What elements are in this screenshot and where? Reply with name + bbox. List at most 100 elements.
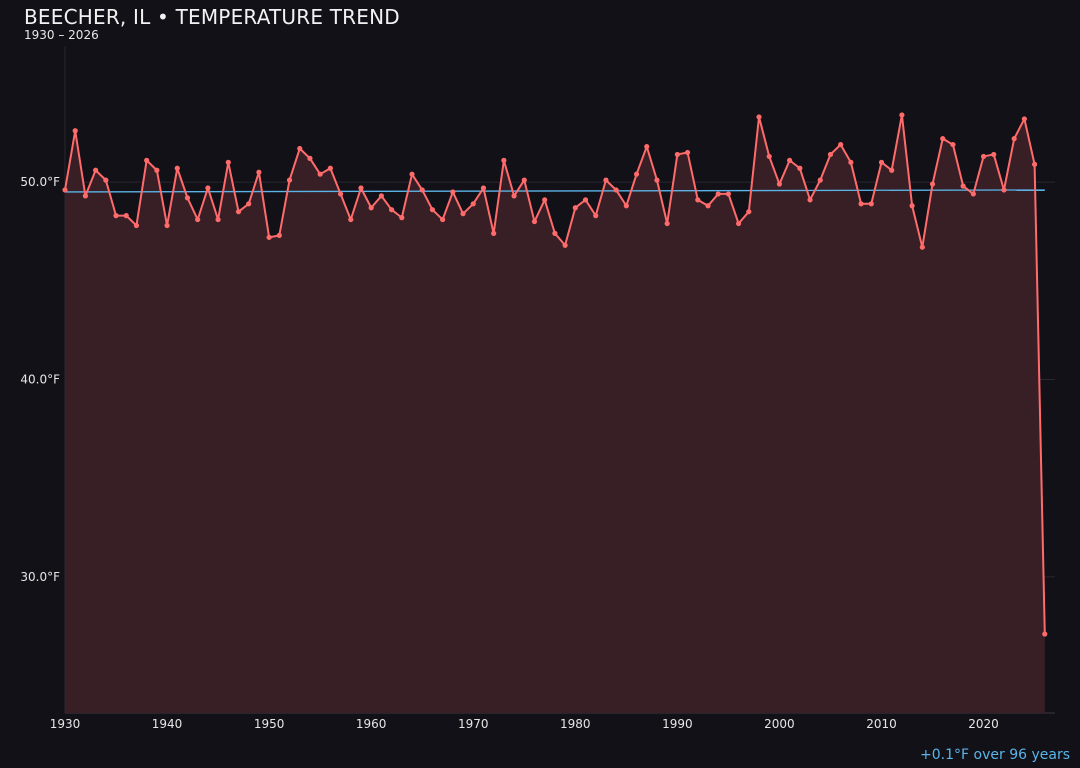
data-point (205, 185, 211, 191)
data-point (674, 151, 680, 158)
data-point (93, 167, 99, 173)
data-point (950, 141, 956, 148)
data-point (970, 191, 976, 197)
data-point (460, 211, 466, 217)
trend-line (64, 189, 1045, 193)
data-point (409, 171, 415, 177)
data-point (307, 155, 313, 161)
data-point (225, 159, 231, 165)
data-point (480, 185, 487, 191)
data-point (388, 207, 395, 213)
data-point (378, 193, 384, 199)
data-point (144, 157, 150, 163)
x-tick-label: 2020 (968, 717, 999, 731)
data-point (736, 220, 742, 227)
data-point (1042, 631, 1048, 637)
trend-annotation: +0.1°F over 96 years (920, 747, 1070, 763)
x-tick-label: 1980 (560, 717, 591, 731)
data-point (807, 197, 813, 203)
data-point (154, 167, 160, 173)
x-tick-label: 1960 (356, 717, 387, 731)
data-point (327, 165, 333, 171)
data-point (235, 209, 242, 215)
y-tick-label: 30.0°F (20, 570, 60, 584)
data-point (368, 205, 374, 211)
data-point (715, 191, 721, 197)
data-point (766, 153, 772, 160)
data-point (491, 230, 497, 236)
data-point (889, 167, 895, 173)
data-point (1031, 161, 1038, 167)
chart-title: BEECHER, IL • TEMPERATURE TREND (24, 5, 400, 29)
data-point (593, 213, 599, 219)
data-point (899, 112, 905, 118)
data-point (195, 216, 201, 223)
data-point (174, 165, 180, 171)
data-point (297, 145, 303, 152)
data-point (980, 153, 987, 160)
data-point (838, 141, 844, 148)
data-point (358, 185, 364, 191)
data-point (440, 216, 446, 223)
data-point (286, 177, 293, 183)
data-point (246, 201, 252, 207)
data-point (113, 213, 119, 219)
data-point (317, 171, 323, 177)
data-point (654, 177, 660, 183)
data-point (511, 193, 517, 199)
data-point (725, 191, 732, 197)
data-point (337, 191, 344, 197)
chart-subtitle: 1930 – 2026 (24, 28, 99, 42)
x-tick-label: 1950 (254, 717, 285, 731)
data-point (991, 151, 997, 158)
data-point (1001, 187, 1007, 193)
data-point (1011, 136, 1017, 142)
data-point (572, 205, 578, 211)
data-point (756, 114, 762, 120)
data-point (878, 159, 885, 165)
data-point (705, 203, 711, 209)
data-point (684, 149, 691, 156)
data-point (817, 177, 823, 183)
data-point (919, 244, 925, 250)
data-point (62, 187, 68, 193)
data-point (276, 232, 282, 238)
data-point (429, 207, 436, 213)
data-point (929, 181, 936, 187)
data-point (450, 189, 456, 195)
data-point (123, 213, 129, 219)
data-point (909, 203, 915, 209)
data-point (184, 195, 191, 201)
data-point (399, 215, 405, 221)
data-point (562, 242, 568, 248)
data-point (940, 136, 946, 142)
data-point (419, 187, 425, 193)
data-point (531, 218, 538, 225)
data-point (695, 197, 701, 203)
x-tick-label: 1970 (458, 717, 489, 731)
data-point (542, 197, 548, 203)
x-tick-label: 1990 (662, 717, 693, 731)
data-point (552, 230, 558, 236)
data-point (133, 222, 140, 229)
data-point (613, 187, 619, 193)
data-point (746, 209, 752, 215)
x-tick-label: 2000 (764, 717, 795, 731)
y-tick-label: 40.0°F (20, 372, 60, 386)
data-point (603, 177, 609, 183)
x-tick-label: 2010 (866, 717, 897, 731)
data-point (664, 220, 670, 227)
series-area-fill (65, 114, 1045, 713)
data-point (827, 151, 834, 158)
data-point (868, 201, 874, 207)
data-point (266, 234, 272, 240)
data-point (633, 171, 640, 177)
data-point (521, 177, 527, 183)
data-point (501, 157, 507, 163)
y-tick-label: 50.0°F (20, 175, 60, 189)
data-point (960, 183, 966, 189)
data-point (256, 169, 262, 175)
data-point (1021, 116, 1027, 122)
data-point (82, 193, 89, 199)
